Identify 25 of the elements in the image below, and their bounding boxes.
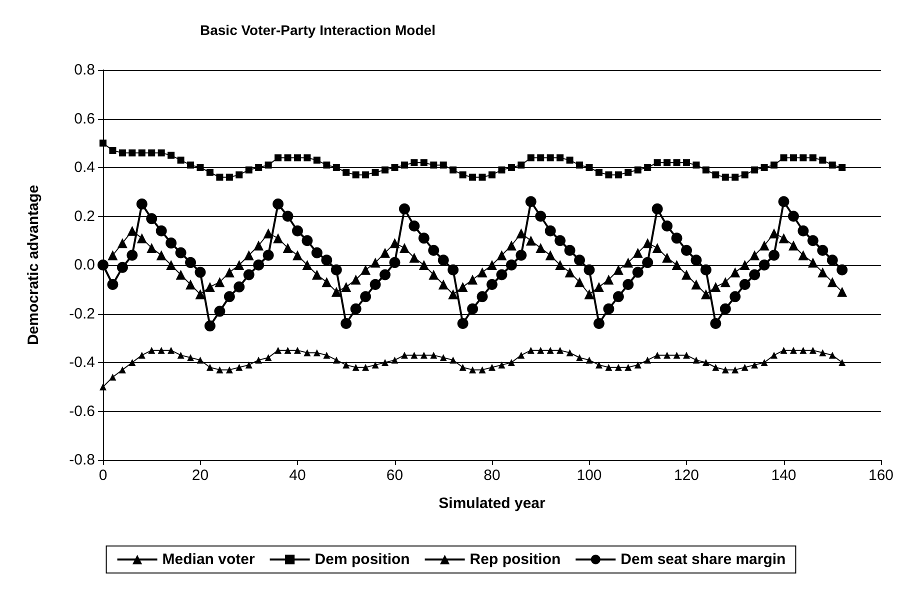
y-tick-label: 0.6 [74,110,95,128]
legend-label: Median voter [162,551,255,568]
x-tick-label: 120 [674,467,700,484]
legend-label: Dem position [314,551,410,568]
chart-title: Basic Voter-Party Interaction Model [200,22,436,38]
y-tick-label: 0.2 [74,208,95,225]
x-tick-label: 160 [868,467,894,484]
y-tick-label: 0.0 [74,256,95,274]
y-tick-label: 0.4 [74,159,95,176]
y-tick-label: 0.8 [74,62,95,78]
legend-label: Dem seat share margin [620,551,786,568]
x-tick-label: 80 [484,467,500,484]
x-tick-label: 60 [386,467,404,484]
x-tick-label: 100 [576,467,602,484]
x-tick-label: 140 [771,467,796,484]
x-tick-label: 0 [98,467,108,484]
x-tick-label: 40 [289,467,306,484]
legend-label: Rep position [470,551,561,568]
y-tick-label: -0.6 [69,402,95,420]
y-tick-label: -0.4 [69,354,95,371]
y-tick-label: -0.8 [69,452,95,468]
y-tick-label: -0.2 [69,305,95,322]
x-tick-label: 20 [192,467,209,484]
x-axis-title: Simulated year [438,495,546,512]
y-axis-title: Democratic advantage [25,184,42,346]
